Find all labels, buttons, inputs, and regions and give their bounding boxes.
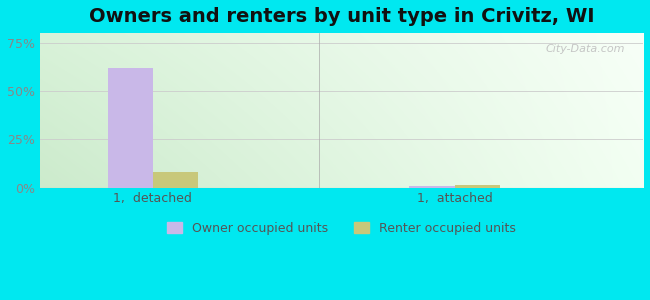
Bar [153, 172, 198, 188]
Bar [410, 186, 454, 188]
Title: Owners and renters by unit type in Crivitz, WI: Owners and renters by unit type in Crivi… [88, 7, 594, 26]
Bar [454, 185, 500, 188]
Text: City-Data.com: City-Data.com [545, 44, 625, 54]
Legend: Owner occupied units, Renter occupied units: Owner occupied units, Renter occupied un… [162, 217, 521, 240]
Bar [108, 68, 153, 188]
